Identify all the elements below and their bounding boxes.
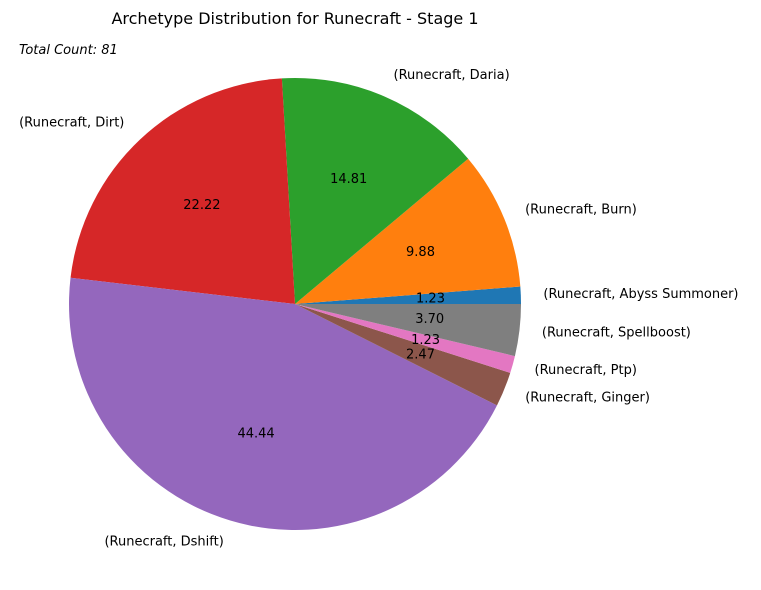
slice-label-runecraft-ginger: (Runecraft, Ginger) — [525, 390, 650, 405]
slice-pct-runecraft-ptp: 1.23 — [411, 333, 440, 348]
pie-slice-runecraft-abyss-summoner — [295, 286, 521, 304]
slice-label-runecraft-dirt: (Runecraft, Dirt) — [19, 116, 124, 131]
slice-label-runecraft-dshift: (Runecraft, Dshift) — [104, 535, 223, 550]
slice-label-runecraft-abyss-summoner: (Runecraft, Abyss Summoner) — [543, 287, 738, 302]
pie-slice-runecraft-dshift — [69, 277, 497, 530]
slice-pct-runecraft-dshift: 44.44 — [237, 426, 274, 441]
pie-slice-runecraft-ptp — [295, 304, 515, 373]
slice-label-runecraft-spellboost: (Runecraft, Spellboost) — [542, 325, 691, 340]
pie-slice-runecraft-daria — [281, 77, 469, 304]
slice-pct-runecraft-ginger: 2.47 — [406, 348, 435, 363]
slice-pct-runecraft-burn: 9.88 — [406, 245, 435, 260]
slice-label-runecraft-daria: (Runecraft, Daria) — [394, 68, 510, 83]
pie-slice-runecraft-dirt — [70, 78, 295, 304]
total-count-annotation: Total Count: 81 — [19, 43, 118, 58]
slice-pct-runecraft-spellboost: 3.70 — [415, 312, 444, 327]
pie-slice-runecraft-ginger — [295, 304, 511, 406]
slice-label-runecraft-burn: (Runecraft, Burn) — [525, 203, 637, 218]
slice-pct-runecraft-daria: 14.81 — [330, 172, 367, 187]
pie-labels: (Runecraft, Abyss Summoner) 1.23 (Runecraf… — [19, 68, 738, 550]
pie-slice-runecraft-burn — [295, 158, 521, 304]
slice-pct-runecraft-abyss-summoner: 1.23 — [416, 291, 445, 306]
chart-title: Archetype Distribution for Runecraft - S… — [111, 9, 478, 28]
pie-slices — [69, 77, 521, 530]
slice-label-runecraft-ptp: (Runecraft, Ptp) — [535, 363, 637, 378]
pie-slice-runecraft-spellboost — [295, 304, 521, 357]
slice-pct-runecraft-dirt: 22.22 — [183, 198, 220, 213]
